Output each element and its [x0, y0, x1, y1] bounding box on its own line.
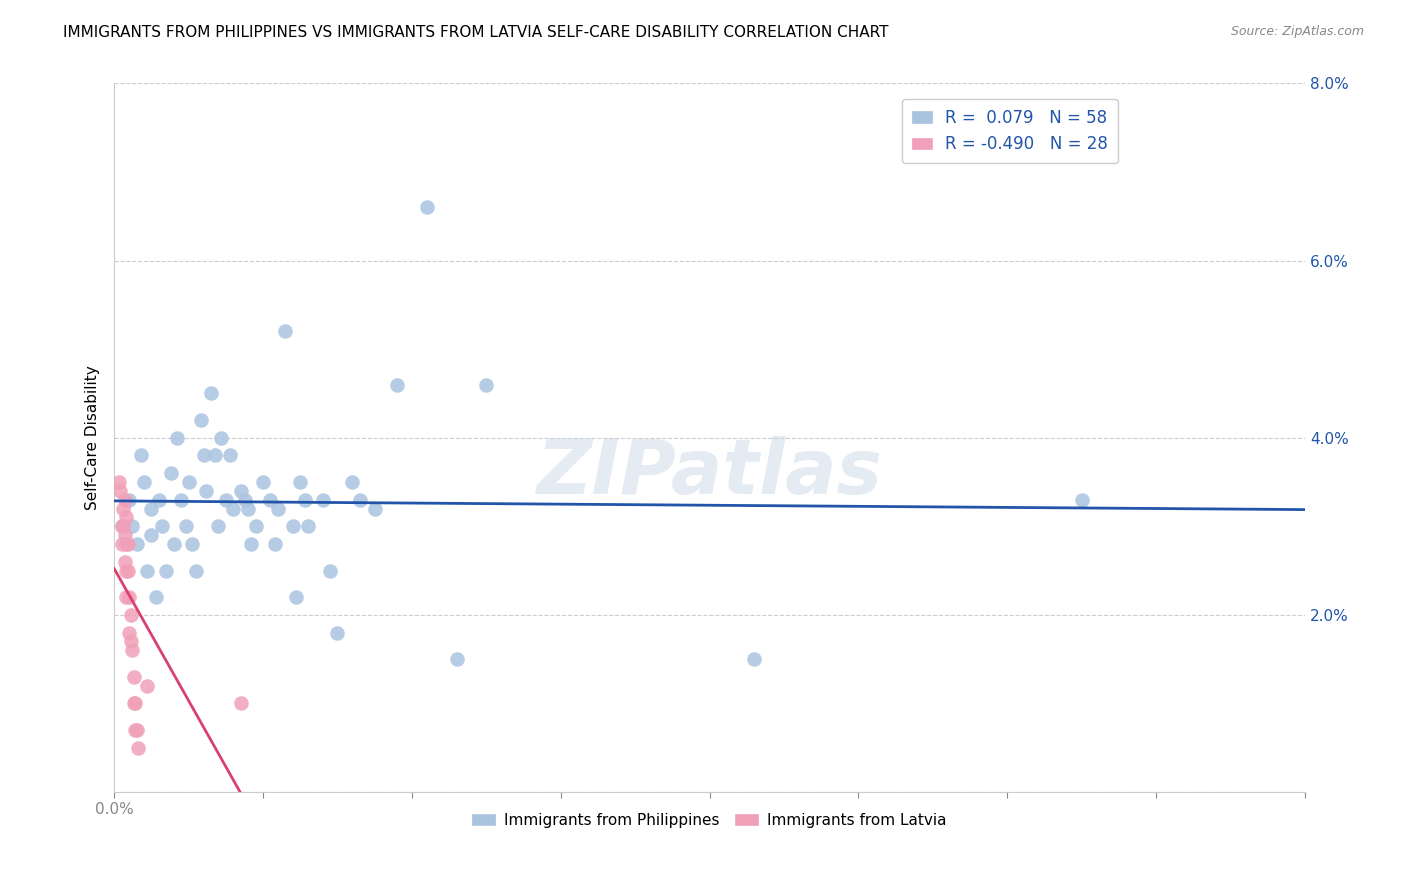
Point	[120, 634, 142, 648]
Point	[148, 492, 170, 507]
Point	[115, 537, 138, 551]
Point	[111, 519, 134, 533]
Point	[190, 413, 212, 427]
Point	[150, 519, 173, 533]
Point	[125, 723, 148, 737]
Point	[141, 528, 163, 542]
Point	[122, 697, 145, 711]
Point	[121, 643, 143, 657]
Point	[124, 697, 146, 711]
Point	[120, 607, 142, 622]
Point	[281, 519, 304, 533]
Point	[222, 501, 245, 516]
Point	[136, 564, 159, 578]
Point	[125, 537, 148, 551]
Point	[229, 697, 252, 711]
Point	[108, 483, 131, 498]
Point	[274, 325, 297, 339]
Point	[742, 652, 765, 666]
Text: IMMIGRANTS FROM PHILIPPINES VS IMMIGRANTS FROM LATVIA SELF-CARE DISABILITY CORRE: IMMIGRANTS FROM PHILIPPINES VS IMMIGRANT…	[63, 25, 889, 40]
Point	[145, 590, 167, 604]
Point	[177, 475, 200, 489]
Point	[115, 564, 138, 578]
Point	[136, 679, 159, 693]
Point	[229, 483, 252, 498]
Point	[475, 377, 498, 392]
Point	[118, 590, 141, 604]
Point	[319, 564, 342, 578]
Point	[180, 537, 202, 551]
Point	[132, 475, 155, 489]
Point	[117, 564, 139, 578]
Text: ZIPatlas: ZIPatlas	[537, 436, 883, 510]
Point	[233, 492, 256, 507]
Point	[416, 201, 439, 215]
Y-axis label: Self-Care Disability: Self-Care Disability	[86, 366, 100, 510]
Point	[240, 537, 263, 551]
Point	[129, 449, 152, 463]
Point	[385, 377, 408, 392]
Point	[170, 492, 193, 507]
Point	[112, 501, 135, 516]
Point	[112, 519, 135, 533]
Point	[195, 483, 218, 498]
Point	[121, 519, 143, 533]
Point	[163, 537, 186, 551]
Point	[200, 386, 222, 401]
Point	[107, 475, 129, 489]
Point	[363, 501, 385, 516]
Point	[155, 564, 177, 578]
Point	[117, 537, 139, 551]
Point	[342, 475, 364, 489]
Point	[159, 466, 181, 480]
Point	[184, 564, 207, 578]
Point	[290, 475, 312, 489]
Point	[114, 528, 136, 542]
Point	[238, 501, 260, 516]
Point	[245, 519, 267, 533]
Point	[267, 501, 290, 516]
Point	[114, 492, 136, 507]
Point	[124, 723, 146, 737]
Point	[446, 652, 468, 666]
Point	[326, 625, 349, 640]
Point	[284, 590, 307, 604]
Point	[259, 492, 281, 507]
Point	[122, 670, 145, 684]
Point	[297, 519, 319, 533]
Point	[141, 501, 163, 516]
Legend: Immigrants from Philippines, Immigrants from Latvia: Immigrants from Philippines, Immigrants …	[467, 806, 953, 834]
Point	[114, 555, 136, 569]
Point	[294, 492, 316, 507]
Point	[207, 519, 229, 533]
Point	[209, 431, 232, 445]
Point	[193, 449, 215, 463]
Point	[115, 590, 138, 604]
Point	[311, 492, 333, 507]
Point	[204, 449, 226, 463]
Point	[111, 519, 134, 533]
Point	[174, 519, 197, 533]
Point	[118, 492, 141, 507]
Point	[115, 510, 138, 524]
Point	[127, 740, 149, 755]
Point	[264, 537, 287, 551]
Point	[215, 492, 238, 507]
Point	[1070, 492, 1092, 507]
Point	[349, 492, 371, 507]
Point	[118, 625, 141, 640]
Point	[219, 449, 242, 463]
Point	[166, 431, 188, 445]
Point	[111, 537, 134, 551]
Point	[252, 475, 274, 489]
Text: Source: ZipAtlas.com: Source: ZipAtlas.com	[1230, 25, 1364, 38]
